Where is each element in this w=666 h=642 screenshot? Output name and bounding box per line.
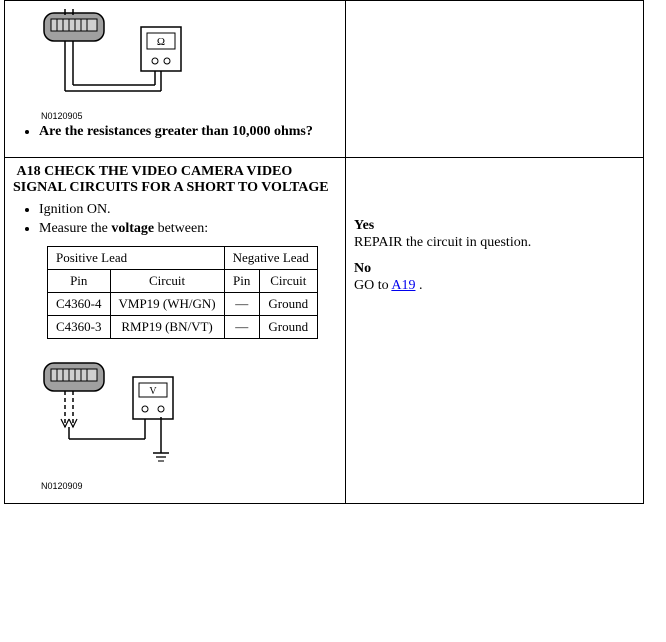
answer-yes-text: REPAIR the circuit in question.	[354, 235, 635, 251]
instruction-measure: Measure the voltage between:	[39, 220, 337, 238]
cell-npin: —	[224, 315, 259, 338]
meter-symbol-volt: V	[149, 386, 157, 397]
diagnostic-table: Ω N0120905 Are the resistances greater t…	[4, 0, 644, 504]
figure-caption-2: N0120909	[41, 481, 337, 491]
col-neg-circuit: Circuit	[259, 269, 317, 292]
answer-yes-label: Yes	[354, 218, 635, 234]
answer-no-post: .	[415, 278, 422, 293]
step-a17-right-cell	[346, 1, 644, 158]
col-pos-pin: Pin	[48, 269, 111, 292]
table-row: C4360-4 VMP19 (WH/GN) — Ground	[48, 292, 318, 315]
cell-npin: —	[224, 292, 259, 315]
step-title: CHECK THE VIDEO CAMERA VIDEO SIGNAL CIRC…	[13, 164, 329, 196]
step-row-a17-continued: Ω N0120905 Are the resistances greater t…	[5, 1, 644, 158]
cell-pcir: RMP19 (BN/VT)	[110, 315, 224, 338]
table-row: C4360-3 RMP19 (BN/VT) — Ground	[48, 315, 318, 338]
instruction-list-a18: Ignition ON. Measure the voltage between…	[13, 201, 337, 238]
cell-ncir: Ground	[259, 292, 317, 315]
question-a17: Are the resistances greater than 10,000 …	[39, 123, 337, 141]
answer-no-text: GO to A19 .	[354, 278, 635, 294]
measure-pre: Measure the	[39, 221, 111, 236]
col-pos-circuit: Circuit	[110, 269, 224, 292]
cell-ncir: Ground	[259, 315, 317, 338]
step-heading-a18: A18 CHECK THE VIDEO CAMERA VIDEO SIGNAL …	[13, 164, 337, 197]
step-a17-left-cell: Ω N0120905 Are the resistances greater t…	[5, 1, 346, 158]
step-a18-left-cell: A18 CHECK THE VIDEO CAMERA VIDEO SIGNAL …	[5, 157, 346, 503]
link-a19[interactable]: A19	[391, 278, 415, 293]
measure-bold: voltage	[111, 221, 154, 236]
col-negative-lead: Negative Lead	[224, 246, 317, 269]
instruction-ignition: Ignition ON.	[39, 201, 337, 219]
measurement-table: Positive Lead Negative Lead Pin Circuit …	[47, 246, 318, 339]
figure-caption-1: N0120905	[41, 111, 337, 121]
answer-no-pre: GO to	[354, 278, 391, 293]
col-neg-pin: Pin	[224, 269, 259, 292]
answer-no-label: No	[354, 261, 635, 277]
question-list-a17: Are the resistances greater than 10,000 …	[13, 123, 337, 141]
meter-symbol-ohm: Ω	[157, 36, 165, 48]
diagram-voltmeter: V N0120909	[41, 357, 337, 491]
measure-post: between:	[154, 221, 208, 236]
cell-ppin: C4360-4	[48, 292, 111, 315]
cell-ppin: C4360-3	[48, 315, 111, 338]
step-code: A18	[17, 164, 41, 179]
diagram-ohmmeter: Ω N0120905	[41, 7, 337, 121]
step-row-a18: A18 CHECK THE VIDEO CAMERA VIDEO SIGNAL …	[5, 157, 644, 503]
cell-pcir: VMP19 (WH/GN)	[110, 292, 224, 315]
answer-block: Yes REPAIR the circuit in question. No G…	[354, 218, 635, 294]
col-positive-lead: Positive Lead	[48, 246, 225, 269]
step-a18-right-cell: Yes REPAIR the circuit in question. No G…	[346, 157, 644, 503]
